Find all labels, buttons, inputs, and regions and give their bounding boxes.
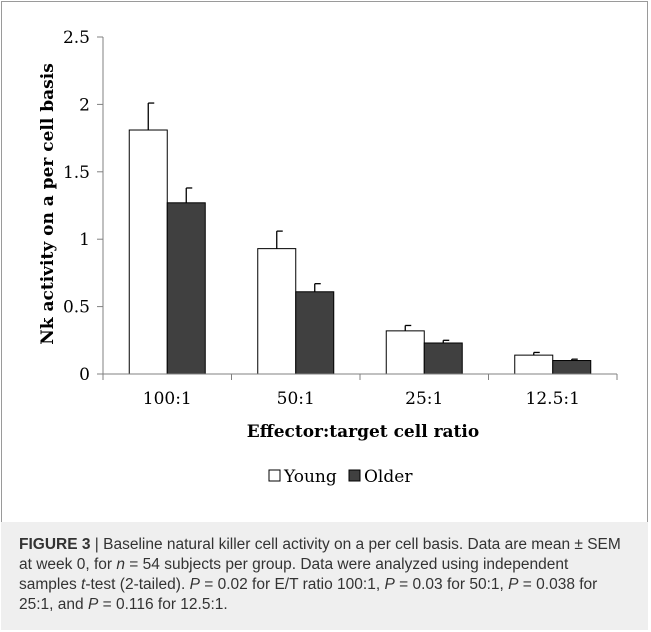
figure-caption: FIGURE 3 | Baseline natural killer cell … <box>1 522 648 630</box>
x-tick-label: 100:1 <box>143 389 192 409</box>
bar-young <box>128 129 168 375</box>
y-tick-label: 1 <box>79 230 90 250</box>
caption-text: = 0.03 for 50:1, <box>394 576 509 593</box>
bar-young <box>514 354 554 375</box>
y-tick-label: 2 <box>79 95 90 115</box>
caption-p-var: P <box>384 576 395 593</box>
bar-older <box>295 291 335 375</box>
bar-older <box>166 202 206 375</box>
bar-chart: 0 0.5 1 1.5 2 2.5 100:1 50:1 25:1 12.5:1 Nk acti… <box>38 28 618 487</box>
x-tick-label: 50:1 <box>277 389 315 409</box>
caption-t-var: t <box>81 576 86 593</box>
caption-text: = 0.02 for E/T ratio 100:1, <box>199 576 385 593</box>
legend-label-young: Young <box>283 467 337 487</box>
caption-text: = 0.038 for 25:1, and <box>19 576 598 613</box>
figure-label: FIGURE 3 <box>19 536 91 553</box>
caption-p-var: P <box>508 576 519 593</box>
y-tick-label: 2.5 <box>63 28 90 48</box>
y-axis-title: Nk activity on a per cell basis <box>38 63 58 345</box>
bar-young <box>385 330 425 375</box>
x-tick-label: 12.5:1 <box>526 389 580 409</box>
legend: Young Older <box>268 467 413 487</box>
caption-n-var: n <box>116 556 125 573</box>
caption-text: = 0.116 for 12.5:1. <box>98 596 228 613</box>
y-tick-label: 0.5 <box>63 298 90 318</box>
y-axis-ticks: 0 0.5 1 1.5 2 2.5 <box>63 28 103 385</box>
bars <box>128 129 592 375</box>
bar-older <box>423 342 463 375</box>
x-tick-label: 25:1 <box>405 389 443 409</box>
caption-p-var: P <box>87 596 99 613</box>
bar-young <box>257 248 297 375</box>
y-tick-label: 0 <box>79 365 90 385</box>
legend-swatch-young <box>268 469 281 482</box>
bar-older <box>552 360 592 375</box>
caption-text: = 54 subjects per group. Data were analy… <box>19 556 569 593</box>
legend-swatch-older <box>348 469 361 482</box>
legend-label-older: Older <box>364 467 413 487</box>
y-tick-label: 1.5 <box>63 163 90 183</box>
caption-text: Baseline natural killer cell activity on… <box>19 536 621 573</box>
caption-p-var: P <box>189 576 200 593</box>
x-axis-ticks: 100:1 50:1 25:1 12.5:1 <box>143 389 580 409</box>
caption-separator: | <box>90 536 104 553</box>
caption-text: -test (2-tailed). <box>85 576 190 593</box>
axes <box>102 37 618 380</box>
error-bars <box>147 102 578 361</box>
x-axis-title: Effector:target cell ratio <box>247 422 479 442</box>
